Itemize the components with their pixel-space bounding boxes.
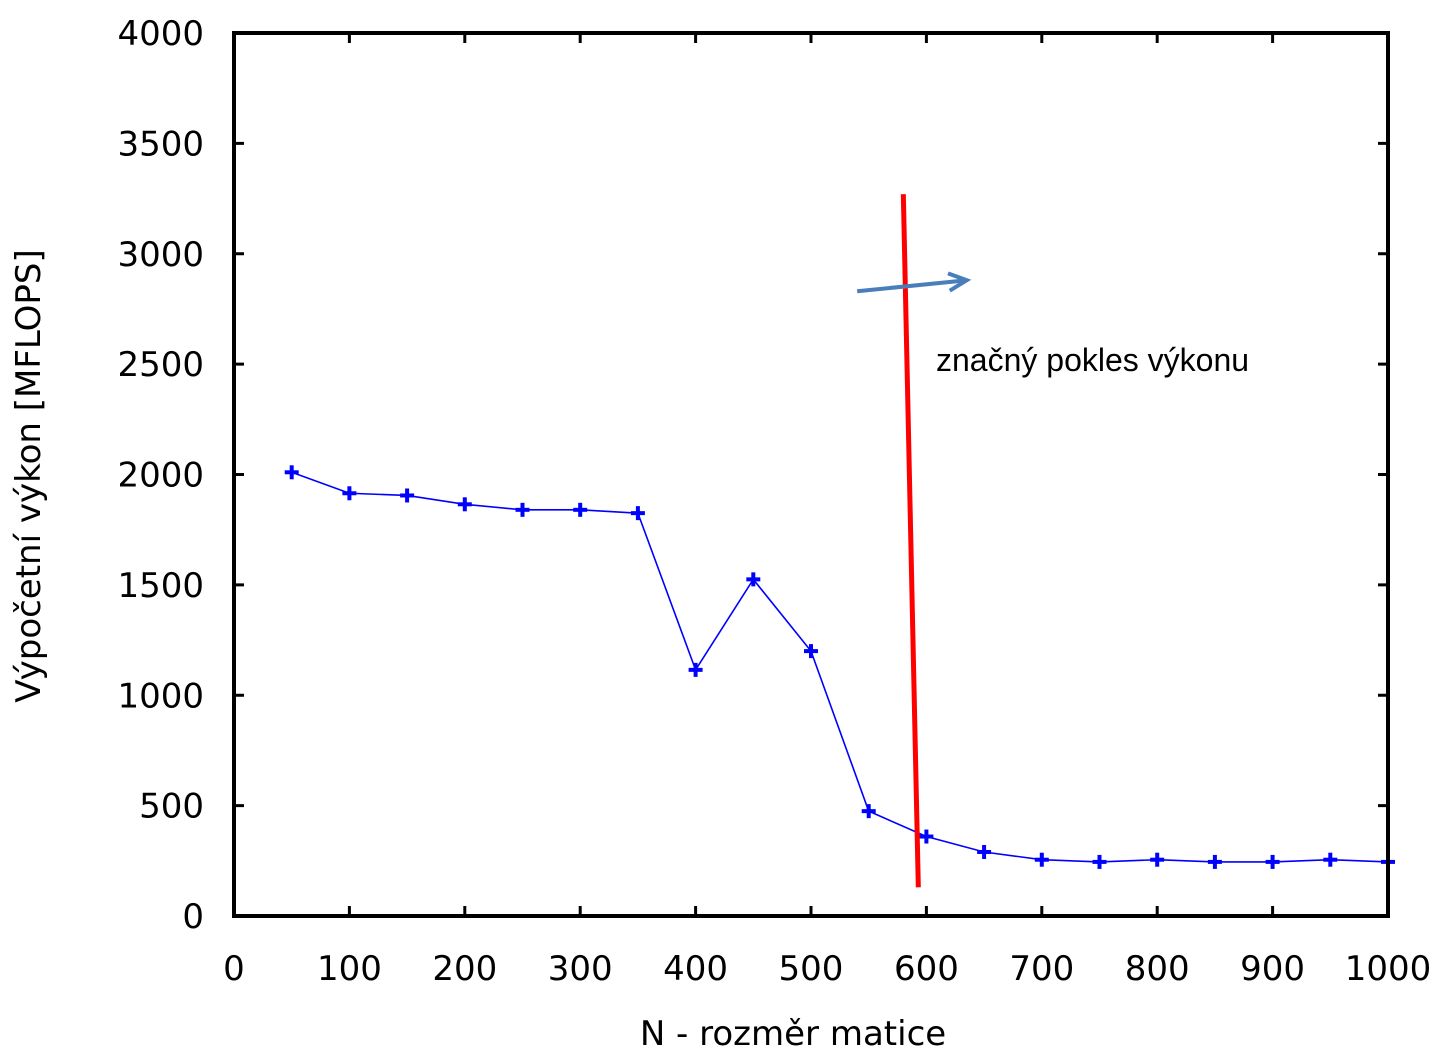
y-tick-labels: 0 500 1000 1500 2000 2500 3000 3500 4000	[117, 14, 204, 937]
y-tick-label: 2000	[117, 456, 204, 496]
data-point-marker	[1207, 854, 1222, 869]
y-tick-label: 3000	[117, 235, 204, 275]
axis-ticks	[232, 31, 1390, 918]
y-tick-label: 0	[182, 897, 204, 937]
y-tick-label: 2500	[117, 345, 204, 385]
y-tick-label: 1500	[117, 566, 204, 606]
data-point-marker	[977, 844, 992, 859]
x-tick-label: 1000	[1345, 949, 1432, 989]
data-point-marker	[861, 804, 876, 819]
data-point-marker	[342, 486, 357, 501]
plot-frame	[232, 31, 1390, 918]
annotation-text: značný pokles výkonu	[936, 342, 1249, 378]
data-point-marker	[457, 497, 472, 512]
arrow-shaft	[856, 278, 967, 294]
y-axis-title: Výpočetní výkon [MFLOPS]	[9, 249, 49, 702]
arrow-head	[947, 271, 972, 293]
data-point-marker	[1323, 852, 1338, 867]
series-layer	[284, 465, 1395, 869]
data-point-marker	[1150, 852, 1165, 867]
x-tick-label: 400	[663, 949, 728, 989]
data-point-marker	[1034, 852, 1049, 867]
x-tick-label: 0	[223, 949, 245, 989]
x-tick-label: 600	[894, 949, 959, 989]
x-tick-labels: 0 100 200 300 400 500 600 700 800 900 1000	[223, 949, 1431, 989]
x-axis-title: N - rozměr matice	[640, 1014, 946, 1054]
data-point-marker	[1265, 854, 1280, 869]
series-line	[291, 471, 1389, 863]
threshold-line	[900, 194, 921, 888]
data-point-marker	[746, 572, 761, 587]
data-point-marker	[630, 506, 645, 521]
x-tick-label: 500	[779, 949, 844, 989]
data-point-marker	[573, 502, 588, 517]
data-point-marker	[688, 662, 703, 677]
data-point-marker	[919, 829, 934, 844]
x-tick-label: 100	[317, 949, 382, 989]
data-point-marker	[804, 644, 818, 659]
x-tick-label: 300	[548, 949, 613, 989]
x-tick-label: 900	[1240, 949, 1305, 989]
y-tick-label: 1000	[117, 676, 204, 716]
data-point-marker	[284, 465, 299, 480]
data-point-marker	[1092, 854, 1107, 869]
data-point-marker	[400, 488, 415, 503]
x-tick-label: 800	[1125, 949, 1190, 989]
x-tick-label: 200	[432, 949, 497, 989]
x-tick-label: 700	[1009, 949, 1074, 989]
annotation-layer	[856, 194, 972, 888]
y-tick-label: 4000	[117, 14, 204, 54]
y-tick-label: 3500	[117, 124, 204, 164]
y-tick-label: 500	[139, 787, 204, 827]
data-point-marker	[515, 502, 530, 517]
